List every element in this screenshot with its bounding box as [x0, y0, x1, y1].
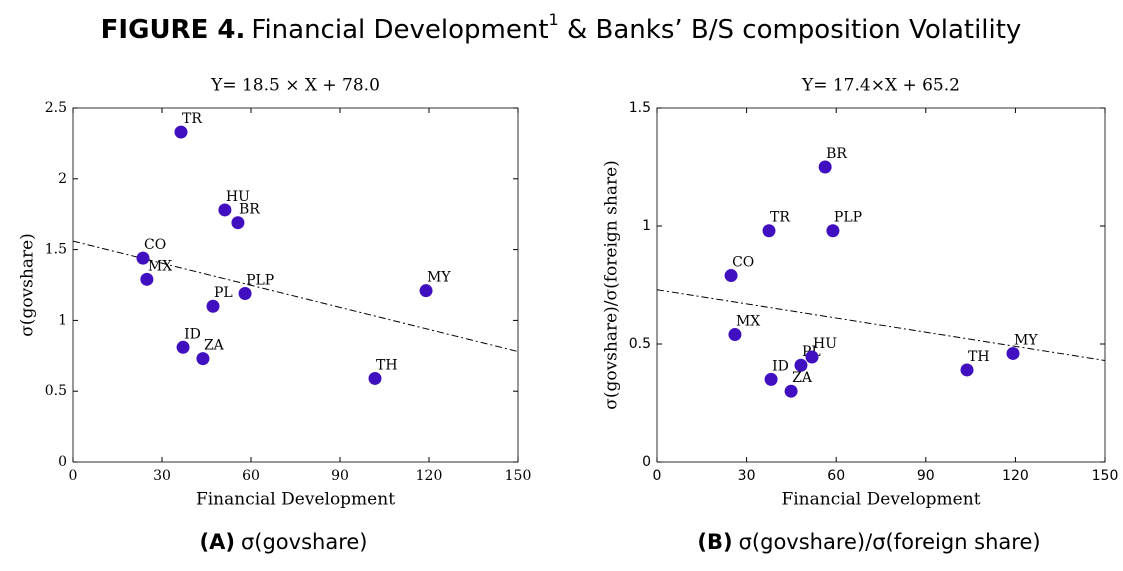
y-axis-label: σ(govshare)/σ(foreign share) — [602, 160, 622, 410]
y-axis-label: σ(govshare) — [18, 233, 38, 337]
x-axis-label: Financial Development — [781, 490, 980, 510]
y-tick-label: 0.5 — [45, 383, 67, 399]
data-point — [764, 372, 778, 386]
y-tick-label: 1 — [58, 312, 67, 328]
plot-frame — [72, 107, 519, 463]
data-point — [231, 216, 245, 230]
point-label: MY — [1014, 332, 1038, 348]
data-point — [174, 125, 188, 139]
footnote-mark: 1 — [549, 10, 559, 29]
point-label: PLP — [246, 272, 274, 288]
data-point — [826, 224, 840, 238]
point-label: MX — [148, 258, 172, 274]
point-label: HU — [226, 189, 250, 205]
panel: 030609012015000.511.5BRTRPLPCOMXPLHUIDZA… — [602, 76, 1119, 555]
point-label: HU — [813, 336, 837, 352]
data-point — [176, 340, 190, 354]
x-tick-label: 30 — [153, 468, 171, 484]
point-label: ZA — [204, 338, 225, 354]
data-point — [218, 203, 232, 217]
y-tick-label: 2 — [58, 171, 67, 187]
x-tick-label: 90 — [331, 468, 349, 484]
x-tick-label: 60 — [242, 468, 260, 484]
caption: (B) σ(govshare)/σ(foreign share) — [697, 530, 1040, 554]
chart-title: Y= 18.5 × X + 78.0 — [210, 76, 380, 96]
data-point — [368, 371, 382, 385]
point-label: PL — [214, 285, 233, 301]
data-point — [140, 272, 154, 286]
point-label: BR — [239, 202, 260, 218]
data-point — [136, 251, 150, 265]
point-label: MY — [427, 270, 451, 286]
caption-label: (B) — [697, 530, 732, 554]
point-label: TR — [182, 111, 202, 127]
caption: (A) σ(govshare) — [200, 530, 368, 554]
point-label: ID — [772, 358, 789, 374]
data-point — [238, 286, 252, 300]
x-tick-label: 120 — [416, 468, 443, 484]
data-point — [794, 358, 808, 372]
data-point — [960, 363, 974, 377]
point-label: TH — [376, 357, 398, 373]
y-tick-label: 1.5 — [45, 242, 67, 258]
x-tick-label: 120 — [1002, 468, 1029, 484]
data-point — [419, 284, 433, 298]
data-point — [196, 352, 210, 366]
x-tick-label: 0 — [69, 468, 78, 484]
x-tick-label: 60 — [827, 468, 845, 484]
data-point — [784, 384, 798, 398]
y-tick-label: 0 — [58, 454, 67, 470]
point-label: CO — [144, 237, 166, 253]
title-part: & Banks’ B/S composition Volatility — [559, 15, 1022, 45]
data-point — [724, 269, 738, 283]
x-tick-label: 150 — [505, 468, 532, 484]
y-tick-label: 1 — [642, 218, 651, 234]
point-label: PLP — [834, 210, 862, 226]
x-axis-label: Financial Development — [196, 490, 395, 510]
data-point — [206, 299, 220, 313]
figure-title: FIGURE 4. Financial Development1 & Banks’… — [101, 10, 1022, 45]
y-tick-label: 2.5 — [45, 100, 67, 116]
point-label: TH — [968, 349, 990, 365]
title-part: Financial Development — [251, 15, 548, 45]
figure-label: FIGURE 4. — [101, 15, 246, 45]
point-label: ID — [184, 326, 201, 342]
point-label: TR — [770, 210, 790, 226]
data-point — [805, 350, 819, 364]
x-tick-label: 90 — [917, 468, 935, 484]
x-tick-label: 30 — [738, 468, 756, 484]
caption-text: σ(govshare)/σ(foreign share) — [739, 530, 1041, 554]
chart-title: Y= 17.4×X + 65.2 — [801, 76, 960, 96]
y-tick-label: 0.5 — [629, 336, 651, 352]
point-label: MX — [736, 314, 760, 330]
data-point — [728, 328, 742, 342]
x-tick-label: 0 — [653, 468, 662, 484]
point-label: CO — [732, 255, 754, 271]
data-point — [818, 160, 832, 174]
data-point — [1006, 346, 1020, 360]
y-tick-label: 1.5 — [629, 100, 651, 116]
point-label: BR — [826, 146, 847, 162]
caption-label: (A) — [200, 530, 235, 554]
data-point — [762, 224, 776, 238]
caption-text: σ(govshare) — [241, 530, 368, 554]
plot-frame — [656, 107, 1106, 463]
y-tick-label: 0 — [642, 454, 651, 470]
point-label: ZA — [792, 370, 813, 386]
x-tick-label: 150 — [1092, 468, 1119, 484]
fit-line — [656, 289, 1106, 362]
